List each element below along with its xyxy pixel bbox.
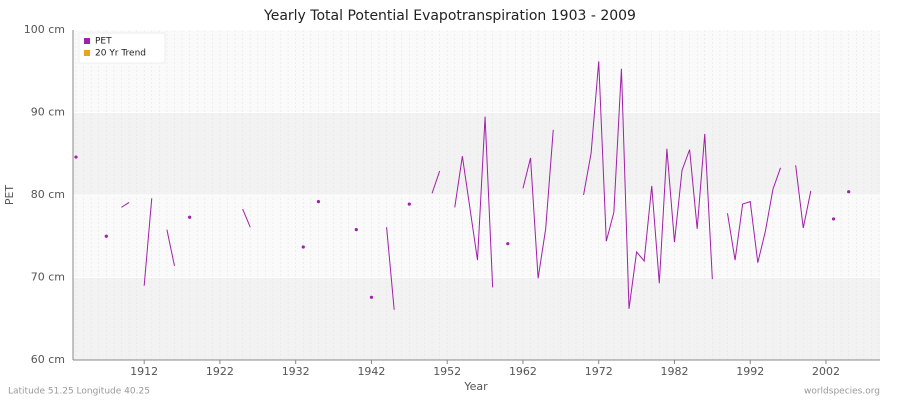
legend-box (78, 32, 166, 64)
data-line (795, 165, 812, 229)
x-tick-label: 1932 (282, 365, 310, 378)
y-tick-label: 60 cm (31, 353, 65, 366)
x-tick-label: 1922 (206, 365, 234, 378)
y-axis-label: PET (3, 185, 16, 206)
legend-label: 20 Yr Trend (95, 49, 146, 59)
data-line (166, 229, 175, 267)
data-point (301, 245, 305, 249)
x-tick-label: 1942 (357, 365, 385, 378)
x-tick-label: 1992 (736, 365, 764, 378)
data-point (847, 190, 851, 194)
data-point (407, 202, 411, 206)
chart-title: Yearly Total Potential Evapotranspiratio… (263, 8, 636, 24)
data-point (369, 295, 374, 299)
legend-swatch (84, 50, 90, 56)
x-axis-label: Year (463, 380, 488, 393)
x-tick-label: 1952 (433, 365, 461, 378)
data-line (121, 202, 130, 208)
data-point (188, 215, 192, 219)
data-line (431, 170, 441, 194)
data-point (316, 200, 321, 204)
y-tick-label: 70 cm (31, 271, 65, 284)
y-tick-label: 80 cm (31, 188, 65, 201)
footer-left: Latitude 51.25 Longitude 40.25 (8, 387, 150, 397)
legend-swatch (84, 38, 90, 44)
data-line (143, 198, 153, 286)
y-tick-label: 90 cm (31, 106, 65, 119)
data-line (583, 61, 713, 309)
x-tick-label: 1972 (585, 365, 613, 378)
band (73, 277, 880, 360)
x-tick-label: 1982 (660, 365, 688, 378)
x-tick-label: 1912 (130, 365, 158, 378)
data-point (104, 234, 108, 238)
x-tick-label: 1962 (509, 365, 537, 378)
data-point (831, 217, 836, 221)
x-tick-label: 2002 (812, 365, 840, 378)
footer-right: worldspecies.org (804, 387, 880, 397)
data-point (506, 242, 510, 246)
y-tick-label: 100 cm (24, 23, 65, 36)
data-line (522, 129, 554, 279)
data-point (354, 228, 358, 232)
data-line (726, 167, 781, 263)
data-point (74, 155, 78, 159)
legend-label: PET (95, 37, 112, 47)
data-line (454, 116, 494, 288)
data-line (242, 208, 251, 228)
band (73, 112, 880, 195)
data-line (386, 227, 395, 310)
